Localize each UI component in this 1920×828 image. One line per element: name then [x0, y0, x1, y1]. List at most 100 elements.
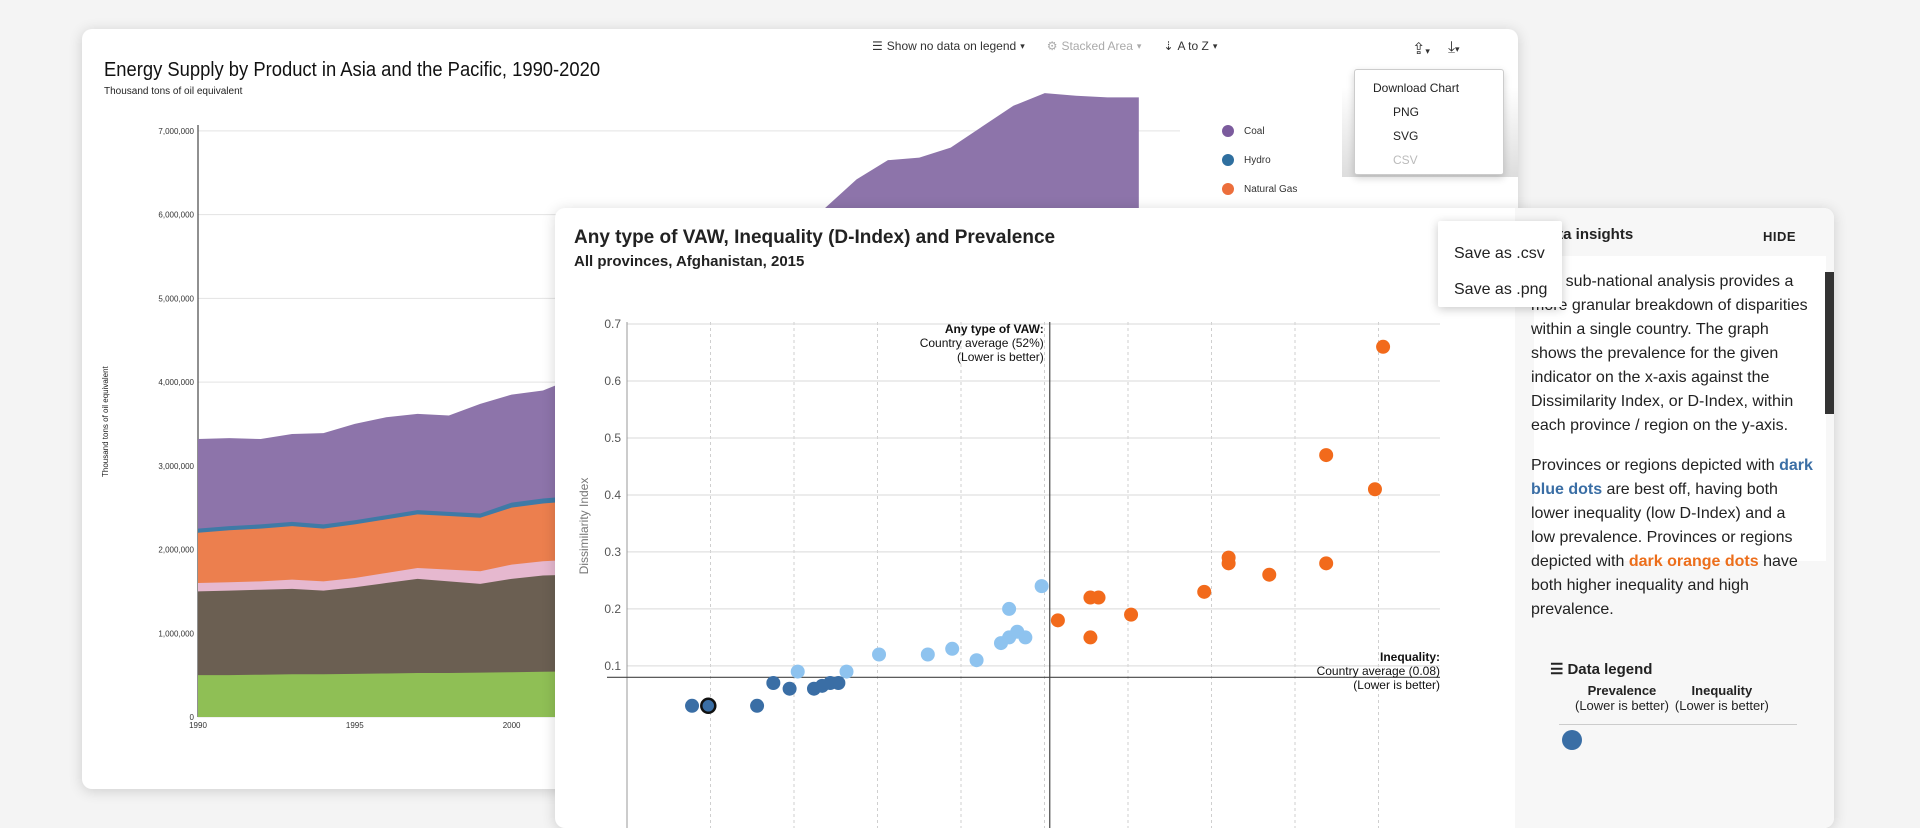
data-point: [1050, 613, 1065, 628]
data-point: [1018, 630, 1033, 645]
data-point: [1002, 601, 1017, 616]
legend-item-coal[interactable]: Coal: [1222, 125, 1265, 137]
annotation-line: (Lower is better): [1353, 678, 1440, 692]
data-point: [1034, 579, 1049, 594]
chevron-down-icon: ▾: [1136, 40, 1142, 51]
y-tick-label: 6,000,000: [158, 211, 194, 220]
data-point: [1367, 482, 1382, 497]
legend-col-prevalence: Prevalence (Lower is better): [1575, 683, 1669, 713]
data-point: [1091, 590, 1106, 605]
data-point: [839, 664, 854, 679]
legend-label: Hydro: [1244, 154, 1271, 166]
legend-col-sub: (Lower is better): [1575, 698, 1669, 713]
legend-columns: Prevalence (Lower is better) Inequality …: [1575, 683, 1769, 713]
data-point: [1319, 448, 1334, 463]
insights-text: This sub-national analysis provides a mo…: [1531, 270, 1813, 638]
vaw-chart-card: Any type of VAW, Inequality (D-Index) an…: [555, 208, 1834, 828]
data-point: [1221, 550, 1236, 565]
y-tick-label: 7,000,000: [158, 127, 194, 136]
y-tick-label: 5,000,000: [158, 294, 194, 303]
sort-label: A to Z: [1177, 39, 1209, 53]
sort-dropdown[interactable]: ⇣ A to Z ▾: [1163, 39, 1217, 53]
legend-dark-blue-dot: [1562, 730, 1582, 750]
chart-subtitle: Thousand tons of oil equivalent: [104, 86, 243, 97]
show-no-data-toggle[interactable]: ☰ Show no data on legend ▾: [872, 39, 1025, 53]
y-tick-label: 3,000,000: [158, 462, 194, 471]
x-tick-label: 2000: [503, 721, 521, 730]
legend-label: Natural Gas: [1244, 183, 1298, 195]
show-no-data-label: Show no data on legend: [886, 39, 1017, 53]
y-tick-label: 0: [190, 713, 195, 722]
chart-type-dropdown[interactable]: ⚙ Stacked Area ▾: [1047, 39, 1142, 53]
legend-label: Coal: [1244, 125, 1265, 137]
x-tick-label: 1995: [346, 721, 364, 730]
data-point: [700, 697, 717, 715]
download-menu: Download Chart PNG SVG CSV: [1354, 69, 1504, 175]
download-png-option[interactable]: PNG: [1393, 105, 1420, 119]
legend-item-hydro[interactable]: Hydro: [1222, 154, 1271, 166]
y-tick-label: 0.5: [604, 431, 621, 445]
dark-orange-highlight: dark orange dots: [1628, 553, 1759, 570]
data-point: [920, 647, 935, 662]
insights-paragraph-1: This sub-national analysis provides a mo…: [1531, 273, 1808, 434]
chart-subtitle: All provinces, Afghanistan, 2015: [574, 253, 805, 270]
legend-item-natural-gas[interactable]: Natural Gas: [1222, 183, 1297, 195]
data-point: [1197, 584, 1212, 599]
y-tick-label: 2,000,000: [158, 546, 194, 555]
data-insights-panel: Data insights HIDE This sub-national ana…: [1515, 208, 1834, 828]
text-span: have both higher inequality and high pre…: [1531, 553, 1798, 618]
download-svg-option[interactable]: SVG: [1393, 129, 1419, 143]
data-point: [790, 664, 805, 679]
x-tick-label: 1990: [189, 721, 207, 730]
legend-marker: [1222, 125, 1234, 137]
data-legend-header: ☰ Data legend: [1550, 660, 1653, 679]
legend-col-title: Prevalence: [1587, 683, 1657, 698]
share-controls: ⇪▾ ⤓▾: [1412, 39, 1460, 59]
y-tick-label: 0.1: [604, 659, 621, 673]
save-menu: Save as .csv Save as .png: [1438, 221, 1562, 307]
share-icon[interactable]: ⇪▾: [1412, 41, 1430, 58]
y-axis-label: Thousand tons of oil equivalent: [101, 365, 110, 477]
hide-button[interactable]: HIDE: [1762, 229, 1796, 244]
data-point: [1083, 630, 1098, 645]
y-tick-label: 0.6: [604, 374, 621, 388]
chevron-down-icon: ▾: [1212, 40, 1218, 51]
chart-type-label: Stacked Area: [1061, 39, 1133, 53]
annotation-line: Country average (0.08): [1317, 664, 1440, 678]
data-point: [831, 676, 846, 690]
data-point: [685, 698, 700, 713]
gear-icon: ⚙: [1046, 39, 1058, 53]
chart-toolbar: ☰ Show no data on legend ▾ ⚙ Stacked Are…: [872, 39, 1217, 53]
download-icon[interactable]: ⤓▾: [1447, 39, 1460, 56]
save-png-option[interactable]: Save as .png: [1454, 281, 1548, 298]
chart-title: Any type of VAW, Inequality (D-Index) an…: [574, 227, 1056, 248]
data-point: [1376, 339, 1391, 354]
data-point: [1124, 607, 1139, 622]
chevron-down-icon: ▾: [1020, 40, 1025, 51]
scatter-chart: 0.10.20.30.40.50.60.7 Any type of VAW:Cou…: [577, 317, 1440, 828]
download-menu-header: Download Chart: [1373, 81, 1460, 95]
insights-title: Data insights: [1539, 226, 1634, 243]
text-span: Provinces or regions depicted with: [1531, 457, 1780, 474]
data-point: [872, 647, 887, 662]
data-point: [750, 698, 765, 713]
save-csv-option[interactable]: Save as .csv: [1454, 245, 1545, 262]
data-point: [945, 641, 960, 656]
data-point: [1319, 556, 1334, 571]
list-icon: ☰: [872, 39, 883, 53]
y-tick-label: 4,000,000: [158, 378, 194, 387]
y-axis-label: Dissimilarity Index: [577, 478, 591, 575]
divider: [1559, 724, 1797, 725]
y-tick-label: 0.2: [604, 602, 621, 616]
insights-body-bg: [1534, 256, 1826, 561]
scrollbar[interactable]: [1825, 272, 1834, 414]
data-legend-title: Data legend: [1567, 660, 1653, 678]
insights-paragraph-2: Provinces or regions depicted with dark …: [1531, 454, 1813, 622]
annotation-title: Any type of VAW:: [945, 322, 1044, 336]
chart-title: Energy Supply by Product in Asia and the…: [104, 59, 601, 81]
sort-icon: ⇣: [1163, 39, 1174, 53]
y-tick-label: 1,000,000: [158, 629, 194, 638]
data-point: [782, 681, 797, 696]
y-tick-label: 0.3: [604, 545, 621, 559]
annotation-title: Inequality:: [1380, 650, 1440, 664]
